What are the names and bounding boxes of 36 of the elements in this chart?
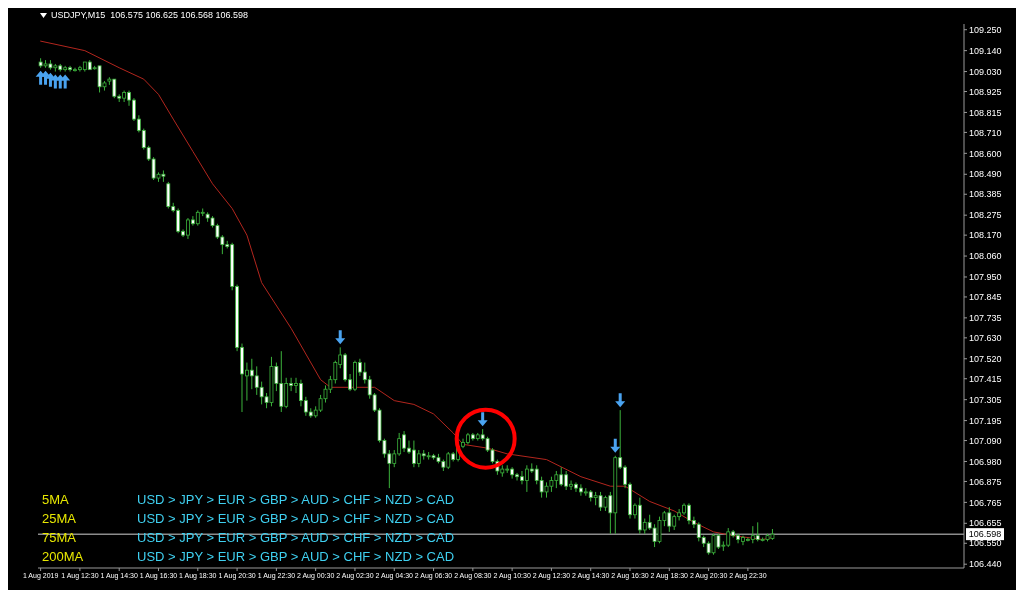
y-tick-label: 108.600 xyxy=(969,148,1002,159)
y-tick-label: 106.550 xyxy=(969,538,1002,549)
y-tick-label: 107.630 xyxy=(969,333,1002,344)
y-tick-label: 107.950 xyxy=(969,272,1002,283)
y-tick-label: 107.305 xyxy=(969,394,1002,405)
y-tick-label: 108.275 xyxy=(969,210,1002,221)
annotation: USD > JPY > EUR > GBP > AUD > CHF > NZD > CAD xyxy=(137,491,455,509)
y-tick-label: 108.710 xyxy=(969,127,1002,138)
y-tick-label: 109.250 xyxy=(969,24,1002,35)
y-tick-label: 108.060 xyxy=(969,251,1002,262)
y-tick-label: 107.415 xyxy=(969,373,1002,384)
y-tick-label: 106.655 xyxy=(969,518,1002,529)
y-tick-label: 108.385 xyxy=(969,189,1002,200)
candlestick xyxy=(166,181,171,209)
y-tick-label: 108.170 xyxy=(969,230,1002,241)
annotation: 200MA xyxy=(42,548,85,566)
y-tick-label: 106.980 xyxy=(969,456,1002,467)
y-tick-label: 108.925 xyxy=(969,86,1002,97)
y-tick-label: 106.440 xyxy=(969,559,1002,570)
annotation: USD > JPY > EUR > GBP > AUD > CHF > NZD > CAD xyxy=(137,548,455,566)
y-tick-label: 109.030 xyxy=(969,66,1002,77)
y-tick-label: 107.520 xyxy=(969,353,1002,364)
y-tick-label: 107.090 xyxy=(969,435,1002,446)
y-tick-label: 109.140 xyxy=(969,45,1002,56)
y-tick-label: 107.845 xyxy=(969,292,1002,303)
ref-line-label: 106.598 xyxy=(968,529,1002,540)
y-tick-label: 107.735 xyxy=(969,313,1002,324)
y-tick-label: 108.815 xyxy=(969,107,1002,118)
y-tick-label: 106.765 xyxy=(969,497,1002,508)
y-tick-label: 106.875 xyxy=(969,476,1002,487)
annotation: USD > JPY > EUR > GBP > AUD > CHF > NZD > CAD xyxy=(137,510,455,528)
y-tick-label: 108.490 xyxy=(969,169,1002,180)
annotation: 25MA xyxy=(42,510,77,528)
annotation: 5MA xyxy=(42,491,70,509)
chart-title: USDJPY,M15 106.575 106.625 106.568 106.598 xyxy=(51,10,248,20)
y-tick-label: 107.195 xyxy=(969,415,1002,426)
